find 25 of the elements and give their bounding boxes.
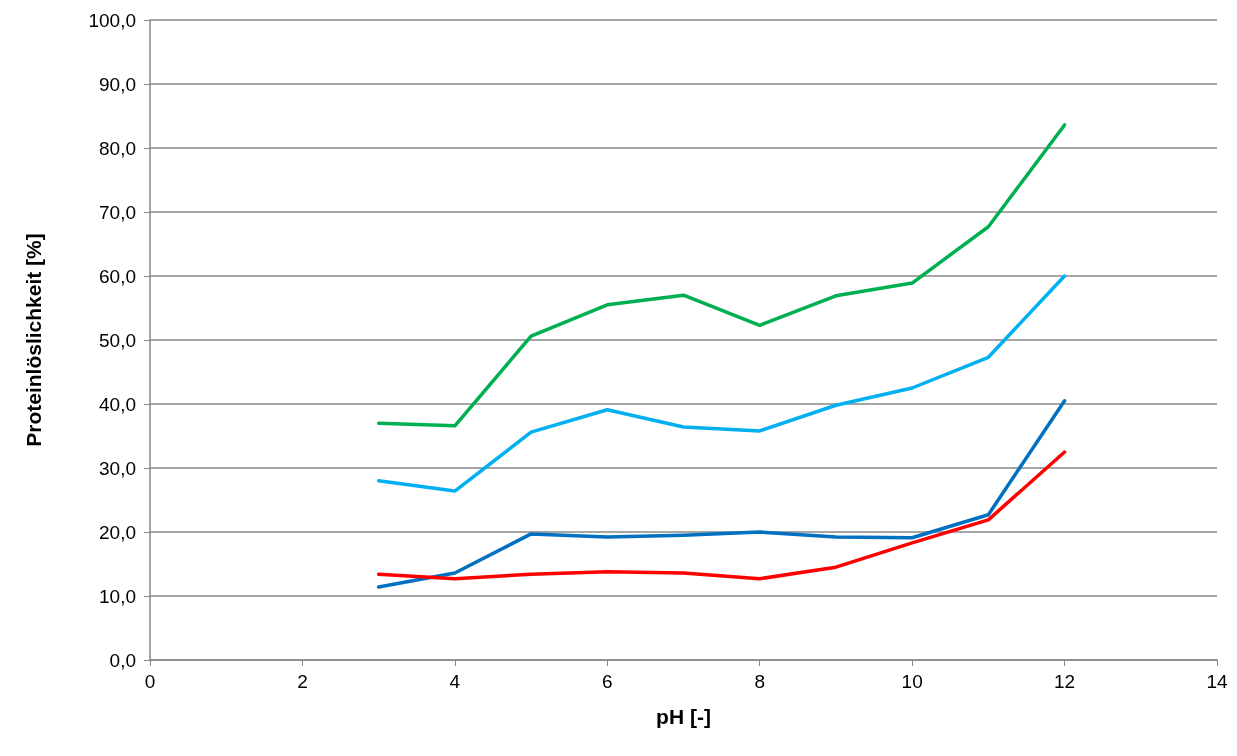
y-tick-label: 10,0 <box>99 585 136 607</box>
y-tick-label: 30,0 <box>99 457 136 479</box>
x-tick-label: 14 <box>1206 671 1228 692</box>
y-tick-label: 0,0 <box>109 649 136 671</box>
y-axis-title: Proteinlöslichkeit [%] <box>22 233 45 447</box>
x-tick-label: 4 <box>449 671 461 692</box>
y-tick-label: 50,0 <box>99 329 136 351</box>
x-axis-title: pH [-] <box>656 705 711 728</box>
y-tick-label: 20,0 <box>99 521 136 543</box>
line-series <box>376 123 1067 428</box>
y-tick-label: 60,0 <box>99 265 136 287</box>
y-tick-label: 80,0 <box>99 137 136 159</box>
y-tick-label: 40,0 <box>99 393 136 415</box>
y-tick-label: 90,0 <box>99 73 136 95</box>
line-series <box>376 274 1067 493</box>
x-tick-label: 10 <box>901 671 923 692</box>
y-tick-label: 100,0 <box>88 9 136 31</box>
x-tick-label: 6 <box>602 671 613 692</box>
x-tick-label: 2 <box>297 671 308 692</box>
line-series <box>376 399 1067 589</box>
y-tick-label: 70,0 <box>99 201 136 223</box>
x-tick-label: 0 <box>144 671 156 692</box>
x-tick-label: 8 <box>754 671 765 692</box>
x-tick-label: 12 <box>1054 671 1076 692</box>
line-series <box>376 450 1067 581</box>
